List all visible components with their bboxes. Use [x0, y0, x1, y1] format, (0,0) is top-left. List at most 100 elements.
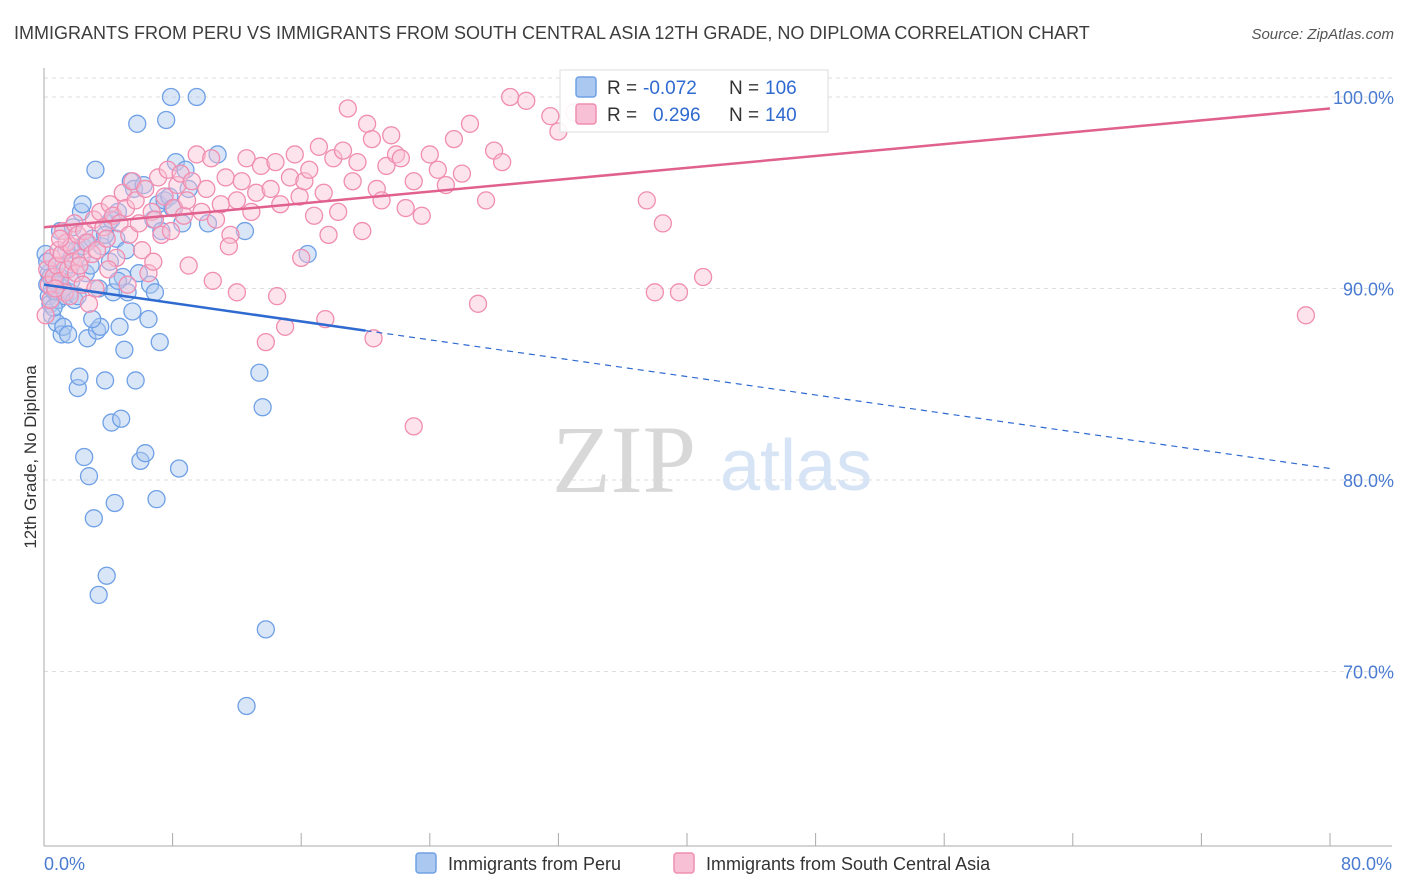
peru-point — [78, 329, 97, 348]
asia-point — [391, 149, 411, 168]
asia-point — [444, 129, 464, 149]
legend-swatch-asia — [575, 103, 597, 125]
asia-point — [324, 149, 343, 168]
peru-point — [112, 409, 131, 428]
asia-point — [152, 225, 171, 245]
legend-box: R = -0.072 N = 106 R = 0.296 N = 140 — [559, 69, 829, 133]
asia-point — [460, 114, 480, 133]
peru-point — [116, 241, 136, 260]
asia-point — [314, 183, 333, 202]
legend-asia-r-label: R = — [607, 105, 637, 126]
peru-point — [89, 585, 108, 605]
asia-point — [251, 156, 271, 176]
asia-point — [242, 202, 261, 222]
asia-point — [97, 229, 116, 248]
asia-point — [78, 233, 97, 252]
peru-point — [150, 332, 169, 352]
asia-point — [1296, 306, 1316, 325]
asia-point — [46, 279, 65, 298]
legend-swatch-peru — [575, 76, 597, 98]
asia-point — [227, 191, 247, 210]
peru-point — [58, 325, 78, 344]
trend-lines — [43, 107, 1331, 470]
peru-point — [256, 620, 275, 639]
peru-point — [129, 264, 148, 283]
x-tick-label-max: 80.0% — [1341, 854, 1392, 874]
asia-point — [182, 172, 202, 191]
watermark-zip: ZIP — [552, 406, 696, 513]
asia-point — [221, 225, 240, 245]
asia-point — [404, 172, 423, 191]
legend-box-frame — [559, 69, 829, 133]
trend-line-asia — [43, 107, 1331, 229]
asia-point — [492, 152, 512, 172]
asia-point — [179, 256, 198, 275]
asia-point — [295, 172, 314, 191]
peru-point — [123, 302, 142, 321]
asia-point — [476, 191, 496, 210]
asia-point — [541, 107, 560, 126]
bottom-legend-label-peru: Immigrants from Peru — [448, 854, 621, 874]
asia-point — [71, 248, 91, 268]
asia-point — [261, 179, 280, 199]
peru-point — [126, 371, 145, 390]
peru-point — [95, 371, 115, 390]
peru-point — [169, 459, 189, 478]
asia-point — [280, 168, 300, 187]
asia-point — [202, 149, 221, 168]
asia-point — [227, 283, 247, 302]
asia-point — [292, 248, 311, 268]
bottom-legend: Immigrants from Peru Immigrants from Sou… — [415, 852, 991, 874]
asia-point — [333, 141, 353, 160]
legend-peru-r-label: R = — [607, 78, 637, 99]
y-tick-label-100: 100.0% — [1333, 88, 1394, 108]
asia-point — [348, 152, 367, 172]
legend-asia-n-label: N = — [729, 105, 759, 126]
asia-point — [116, 198, 136, 218]
bottom-legend-swatch-asia — [673, 852, 695, 874]
peru-point — [52, 325, 71, 344]
asia-point — [362, 129, 382, 149]
asia-point — [41, 290, 60, 310]
peru-point — [102, 413, 121, 432]
asia-point — [219, 237, 239, 256]
bottom-legend-label-asia: Immigrants from South Central Asia — [706, 854, 991, 874]
peru-point — [161, 87, 181, 107]
asia-point — [237, 149, 256, 168]
asia-point — [136, 179, 155, 199]
asia-point — [501, 87, 520, 107]
asia-point — [232, 172, 251, 191]
asia-point — [396, 198, 415, 218]
legend-peru-n-value: 106 — [765, 78, 797, 99]
asia-point — [177, 191, 197, 210]
x-axis-ticks — [43, 833, 1331, 846]
legend-asia-r-value: 0.296 — [653, 105, 701, 126]
peru-point — [128, 114, 147, 133]
legend-peru-r-value: -0.072 — [643, 78, 697, 99]
asia-point — [357, 114, 377, 133]
asia-point — [148, 168, 168, 187]
peru-point — [86, 160, 105, 179]
asia-point — [329, 202, 348, 222]
asia-point — [206, 210, 226, 229]
trend-line-peru-solid — [43, 283, 366, 332]
asia-point — [267, 287, 287, 306]
asia-point — [353, 221, 372, 241]
asia-point — [187, 145, 206, 164]
y-tick-labels: 70.0% 80.0% 90.0% 100.0% — [1333, 88, 1394, 683]
asia-point — [343, 172, 362, 191]
asia-point — [364, 329, 383, 348]
peru-point — [83, 309, 102, 329]
peru-point — [139, 309, 158, 329]
asia-point — [653, 214, 673, 233]
asia-point — [144, 252, 163, 271]
asia-point — [382, 126, 401, 145]
asia-point — [693, 267, 713, 287]
trend-line-peru-dashed — [365, 330, 1331, 470]
legend-peru-n-label: N = — [729, 78, 759, 99]
asia-point — [197, 179, 216, 199]
asia-point — [420, 145, 439, 164]
asia-point — [645, 283, 664, 302]
peru-point — [70, 367, 89, 386]
